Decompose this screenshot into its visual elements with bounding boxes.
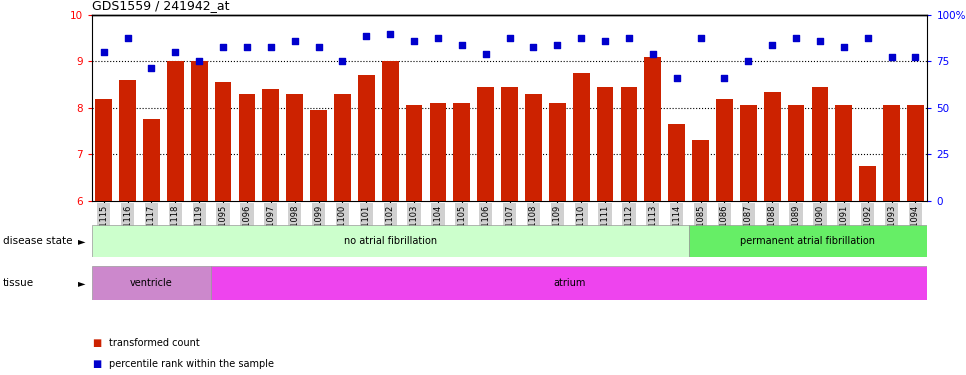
Point xyxy=(240,45,255,51)
Point xyxy=(526,45,541,51)
Text: ventricle: ventricle xyxy=(130,278,173,288)
Text: ■: ■ xyxy=(92,338,101,348)
Bar xyxy=(501,87,518,201)
Text: GDS1559 / 241942_at: GDS1559 / 241942_at xyxy=(92,0,229,12)
Bar xyxy=(334,94,351,201)
Point xyxy=(215,45,231,51)
Point xyxy=(645,51,661,57)
Bar xyxy=(573,73,589,201)
Bar xyxy=(191,62,208,201)
Bar xyxy=(214,82,232,201)
Bar xyxy=(526,94,542,201)
Point xyxy=(454,42,469,48)
Point xyxy=(693,35,708,41)
Bar xyxy=(836,105,852,201)
Bar xyxy=(883,105,900,201)
Bar xyxy=(310,110,327,201)
Point xyxy=(168,49,184,55)
Text: disease state: disease state xyxy=(3,236,72,246)
Bar xyxy=(430,103,446,201)
Bar xyxy=(620,87,638,201)
Point xyxy=(311,45,327,51)
Bar xyxy=(477,87,494,201)
Bar xyxy=(787,105,805,201)
Bar xyxy=(286,94,303,201)
Bar xyxy=(406,105,422,201)
Point xyxy=(860,35,875,41)
Point xyxy=(263,45,278,51)
Bar xyxy=(358,75,375,201)
Bar xyxy=(716,99,733,201)
Text: no atrial fibrillation: no atrial fibrillation xyxy=(344,236,437,246)
Bar xyxy=(239,94,255,201)
Bar xyxy=(860,166,876,201)
Point xyxy=(191,58,207,64)
Bar xyxy=(382,62,399,201)
Bar xyxy=(597,87,613,201)
Point xyxy=(478,51,494,57)
Bar xyxy=(811,87,828,201)
Point xyxy=(597,38,612,44)
Point xyxy=(574,35,589,41)
Point xyxy=(407,38,422,44)
Point xyxy=(144,65,159,71)
Point xyxy=(335,58,351,64)
Point xyxy=(358,33,374,39)
Point xyxy=(621,35,637,41)
Point xyxy=(120,35,135,41)
Point xyxy=(884,54,899,60)
Text: tissue: tissue xyxy=(3,278,34,288)
Point xyxy=(669,75,685,81)
Bar xyxy=(263,89,279,201)
Bar xyxy=(693,140,709,201)
Bar xyxy=(92,225,689,257)
Point xyxy=(287,38,302,44)
Text: transformed count: transformed count xyxy=(109,338,200,348)
Point xyxy=(502,35,518,41)
Point xyxy=(717,75,732,81)
Bar xyxy=(668,124,685,201)
Text: ►: ► xyxy=(77,236,85,246)
Bar xyxy=(212,266,927,300)
Bar xyxy=(96,99,112,201)
Bar xyxy=(453,103,470,201)
Point xyxy=(741,58,756,64)
Point xyxy=(812,38,828,44)
Bar xyxy=(740,105,756,201)
Bar xyxy=(907,105,923,201)
Point xyxy=(837,45,852,51)
Bar xyxy=(549,103,566,201)
Bar xyxy=(689,225,927,257)
Bar xyxy=(644,57,661,201)
Text: ►: ► xyxy=(77,278,85,288)
Bar xyxy=(143,119,159,201)
Bar xyxy=(119,80,136,201)
Point xyxy=(383,31,398,37)
Bar xyxy=(764,92,781,201)
Bar xyxy=(92,266,212,300)
Point xyxy=(908,54,923,60)
Text: percentile rank within the sample: percentile rank within the sample xyxy=(109,359,274,369)
Point xyxy=(788,35,804,41)
Text: ■: ■ xyxy=(92,359,101,369)
Point xyxy=(550,42,565,48)
Bar xyxy=(167,62,184,201)
Point xyxy=(96,49,111,55)
Point xyxy=(430,35,445,41)
Text: permanent atrial fibrillation: permanent atrial fibrillation xyxy=(741,236,875,246)
Text: atrium: atrium xyxy=(554,278,585,288)
Point xyxy=(764,42,780,48)
